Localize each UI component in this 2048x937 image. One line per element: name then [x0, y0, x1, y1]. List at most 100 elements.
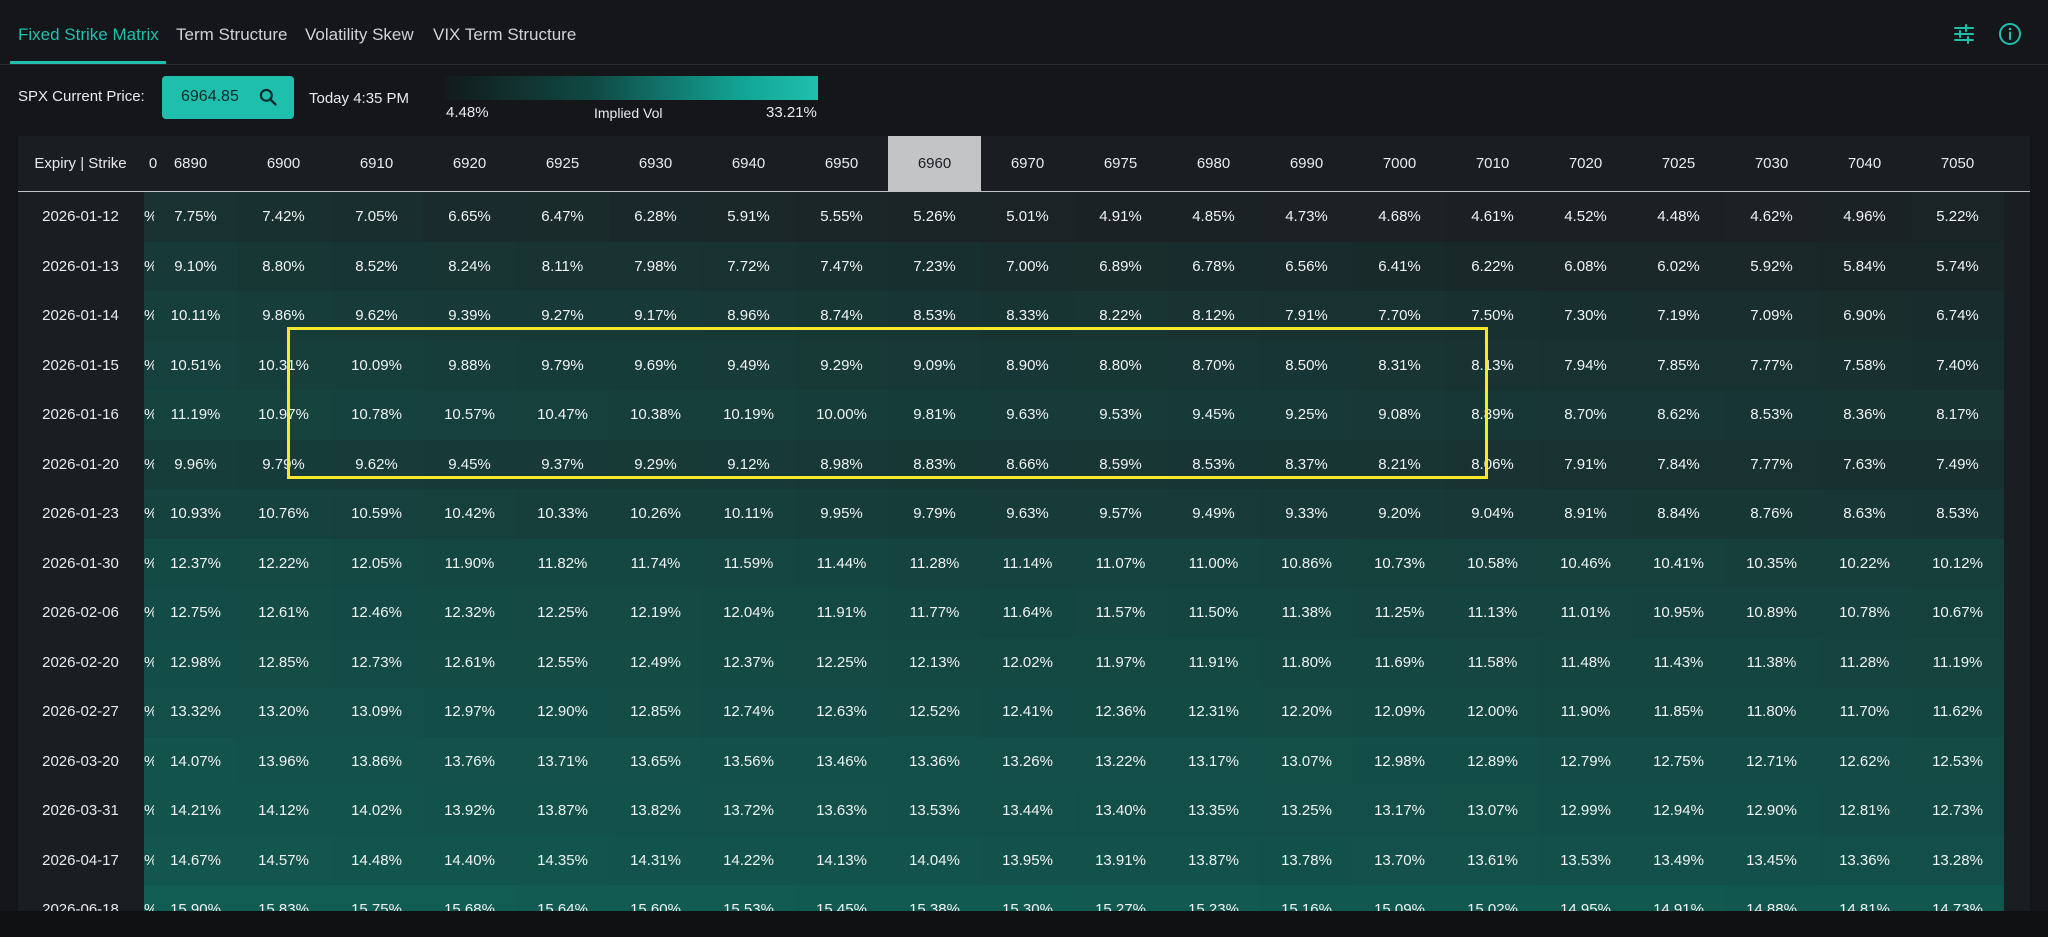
matrix-cell[interactable]: 9.88%	[423, 340, 516, 390]
matrix-cell[interactable]: 7.70%	[1353, 291, 1446, 341]
matrix-cell[interactable]: 8.90%	[981, 340, 1074, 390]
matrix-cell[interactable]: 9.29%	[795, 340, 888, 390]
matrix-cell[interactable]: 8.31%	[1353, 340, 1446, 390]
matrix-cell[interactable]: 7.19%	[1632, 291, 1725, 341]
matrix-cell[interactable]: 12.90%	[516, 687, 609, 737]
matrix-cell[interactable]: 11.19%	[1911, 637, 2004, 687]
matrix-cell[interactable]: 13.96%	[237, 736, 330, 786]
matrix-cell[interactable]: 9.79%	[516, 340, 609, 390]
matrix-cell[interactable]: 8.96%	[702, 291, 795, 341]
matrix-cell[interactable]: 15.83%	[237, 885, 330, 911]
matrix-cell[interactable]: 12.22%	[237, 538, 330, 588]
strike-header[interactable]: 6950	[824, 155, 859, 172]
matrix-cell[interactable]: 8.63%	[1818, 489, 1911, 539]
matrix-cell[interactable]: 12.74%	[702, 687, 795, 737]
strike-header[interactable]: 6930	[638, 155, 673, 172]
matrix-cell[interactable]: 9.39%	[423, 291, 516, 341]
matrix-cell[interactable]: 10.26%	[609, 489, 702, 539]
matrix-cell[interactable]: 12.71%	[1725, 736, 1818, 786]
strike-header[interactable]: 6940	[731, 155, 766, 172]
matrix-cell[interactable]: 13.61%	[1446, 835, 1539, 885]
matrix-cell[interactable]: 8.17%	[1911, 390, 2004, 440]
matrix-cell[interactable]: 14.31%	[609, 835, 702, 885]
matrix-cell[interactable]: 9.29%	[609, 439, 702, 489]
matrix-cell[interactable]: 14.81%	[1818, 885, 1911, 911]
matrix-cell[interactable]: 11.82%	[516, 538, 609, 588]
matrix-cell[interactable]: 10.38%	[609, 390, 702, 440]
matrix-cell[interactable]: 13.07%	[1260, 736, 1353, 786]
matrix-cell[interactable]: 4.96%	[1818, 192, 1911, 242]
matrix-cell[interactable]: 6.90%	[1818, 291, 1911, 341]
matrix-cell[interactable]: 13.46%	[795, 736, 888, 786]
matrix-cell[interactable]: 7.77%	[1725, 340, 1818, 390]
matrix-cell[interactable]: 10.12%	[1911, 538, 2004, 588]
matrix-cell[interactable]: 13.72%	[702, 786, 795, 836]
tab-vix-term-structure[interactable]: VIX Term Structure	[433, 25, 577, 44]
matrix-cell[interactable]: 7.85%	[1632, 340, 1725, 390]
matrix-cell[interactable]: 8.36%	[1818, 390, 1911, 440]
matrix-cell[interactable]: 8.89%	[1446, 390, 1539, 440]
matrix-cell[interactable]: 6.22%	[1446, 241, 1539, 291]
matrix-cell[interactable]: 11.91%	[795, 588, 888, 638]
matrix-cell[interactable]: 11.77%	[888, 588, 981, 638]
strike-header[interactable]: 7020	[1568, 155, 1603, 172]
matrix-cell[interactable]: 13.76%	[423, 736, 516, 786]
matrix-cell[interactable]: 6.89%	[1074, 241, 1167, 291]
matrix-cell[interactable]: 12.55%	[516, 637, 609, 687]
matrix-cell[interactable]: 11.00%	[1167, 538, 1260, 588]
matrix-cell[interactable]: 12.52%	[888, 687, 981, 737]
matrix-cell[interactable]: 11.50%	[1167, 588, 1260, 638]
matrix-cell[interactable]: 8.84%	[1632, 489, 1725, 539]
strike-header[interactable]: 7050	[1940, 155, 1975, 172]
matrix-cell[interactable]: 14.40%	[423, 835, 516, 885]
matrix-cell[interactable]: 7.30%	[1539, 291, 1632, 341]
matrix-cell[interactable]: 7.58%	[1818, 340, 1911, 390]
matrix-cell[interactable]: 11.44%	[795, 538, 888, 588]
matrix-cell[interactable]: 9.95%	[795, 489, 888, 539]
matrix-cell[interactable]: 12.19%	[609, 588, 702, 638]
matrix-cell[interactable]: 14.67%	[154, 835, 237, 885]
matrix-cell[interactable]: 6.47%	[516, 192, 609, 242]
matrix-cell[interactable]: 13.86%	[330, 736, 423, 786]
matrix-cell[interactable]: 8.80%	[237, 241, 330, 291]
matrix-cell[interactable]: 11.90%	[1539, 687, 1632, 737]
matrix-cell[interactable]: 6.65%	[423, 192, 516, 242]
matrix-cell[interactable]: 9.96%	[154, 439, 237, 489]
strike-header[interactable]: 6980	[1196, 155, 1231, 172]
matrix-cell[interactable]: 13.26%	[981, 736, 1074, 786]
matrix-cell[interactable]: 14.73%	[1911, 885, 2004, 911]
matrix-cell[interactable]: 11.38%	[1725, 637, 1818, 687]
matrix-cell[interactable]: 8.53%	[1911, 489, 2004, 539]
matrix-cell[interactable]: 13.28%	[1911, 835, 2004, 885]
matrix-cell[interactable]: 14.21%	[154, 786, 237, 836]
matrix-cell[interactable]: 13.92%	[423, 786, 516, 836]
matrix-cell[interactable]: 12.53%	[1911, 736, 2004, 786]
matrix-cell[interactable]: 11.01%	[1539, 588, 1632, 638]
matrix-cell[interactable]: 4.61%	[1446, 192, 1539, 242]
matrix-cell[interactable]: 10.93%	[154, 489, 237, 539]
matrix-cell[interactable]: 12.13%	[888, 637, 981, 687]
matrix-cell[interactable]: 8.91%	[1539, 489, 1632, 539]
matrix-cell[interactable]: 14.07%	[154, 736, 237, 786]
matrix-cell[interactable]: 10.46%	[1539, 538, 1632, 588]
matrix-cell[interactable]: 11.57%	[1074, 588, 1167, 638]
matrix-cell[interactable]: 15.02%	[1446, 885, 1539, 911]
matrix-cell[interactable]: 9.79%	[237, 439, 330, 489]
matrix-cell[interactable]: 10.89%	[1725, 588, 1818, 638]
matrix-cell[interactable]: 12.73%	[1911, 786, 2004, 836]
matrix-cell[interactable]: 11.80%	[1260, 637, 1353, 687]
matrix-cell[interactable]: 14.91%	[1632, 885, 1725, 911]
matrix-cell[interactable]: 11.69%	[1353, 637, 1446, 687]
strike-header[interactable]: 6920	[452, 155, 487, 172]
strike-header[interactable]: 7025	[1661, 155, 1696, 172]
matrix-cell[interactable]: 11.25%	[1353, 588, 1446, 638]
matrix-cell[interactable]: 8.24%	[423, 241, 516, 291]
spx-price-search-button[interactable]: 6964.85	[162, 76, 294, 119]
matrix-cell[interactable]: 7.50%	[1446, 291, 1539, 341]
matrix-cell[interactable]: 10.86%	[1260, 538, 1353, 588]
matrix-cell[interactable]: 11.91%	[1167, 637, 1260, 687]
matrix-cell[interactable]: 9.45%	[1167, 390, 1260, 440]
matrix-cell[interactable]: 9.49%	[1167, 489, 1260, 539]
matrix-cell[interactable]: 13.44%	[981, 786, 1074, 836]
matrix-cell[interactable]: 13.36%	[888, 736, 981, 786]
